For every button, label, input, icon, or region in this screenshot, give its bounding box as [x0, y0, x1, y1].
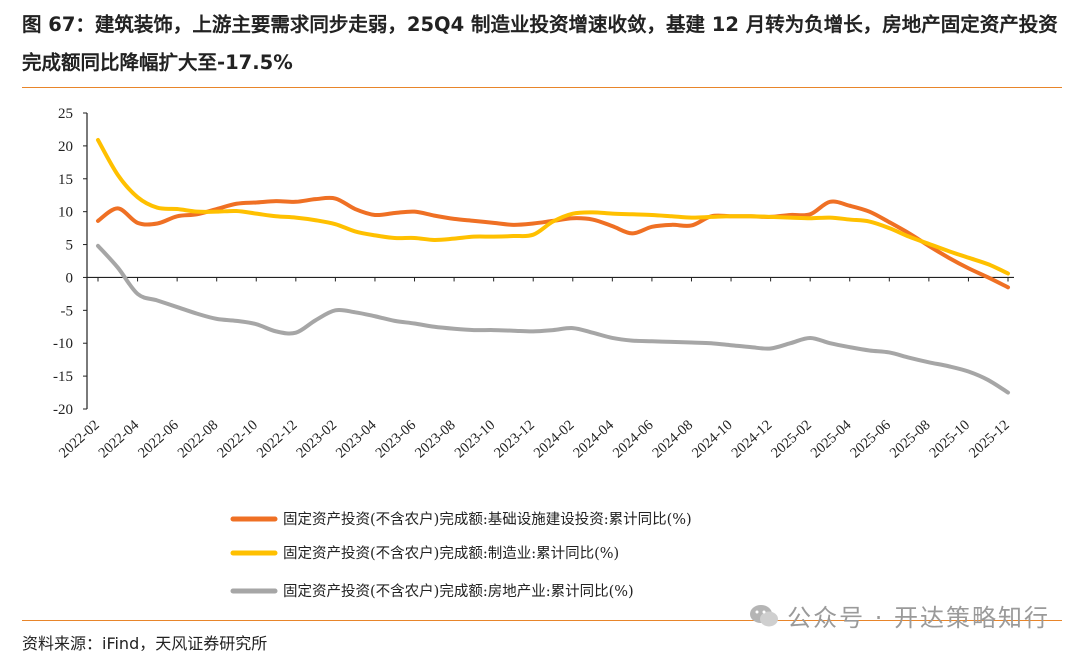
- x-tick-label: 2023-08: [412, 417, 459, 461]
- x-tick-label: 2023-12: [491, 417, 538, 461]
- y-axis-ticks: 25 20 15 10 5 0 -5 -10 -15 -20: [53, 106, 87, 418]
- x-tick-label: 2023-04: [333, 417, 380, 462]
- chart-legend: 固定资产投资(不含农户)完成额:基础设施建设投资:累计同比(%) 固定资产投资(不…: [230, 511, 692, 600]
- x-tick-label: 2024-02: [531, 417, 578, 461]
- x-tick-label: 2024-06: [610, 417, 657, 461]
- x-tick-label: 2024-08: [650, 417, 697, 461]
- x-tick-label: 2024-12: [729, 417, 776, 461]
- x-tick-label: 2024-10: [689, 417, 736, 461]
- x-tick-label: 2022-06: [135, 417, 182, 461]
- x-tick-label: 2025-02: [768, 417, 815, 461]
- x-tick-label: 2022-02: [56, 417, 103, 461]
- x-tick-label: 2022-04: [96, 417, 143, 462]
- legend-label-infra: 固定资产投资(不含农户)完成额:基础设施建设投资:累计同比(%): [283, 511, 692, 528]
- x-tick-label: 2023-10: [452, 417, 499, 461]
- y-tick-label: -15: [53, 369, 73, 385]
- wechat-icon: [750, 604, 779, 626]
- y-tick-label: 20: [58, 139, 73, 155]
- title-divider: [22, 87, 1062, 88]
- series-line-manufacturing: [96, 137, 1010, 276]
- figure-title: 图 67：建筑装饰，上游主要需求同步走弱，25Q4 制造业投资增速收敛，基建 1…: [22, 13, 1058, 74]
- y-tick-label: 0: [66, 270, 74, 286]
- y-tick-label: 10: [58, 205, 73, 221]
- x-tick-label: 2022-10: [214, 417, 261, 461]
- source-note: 资料来源：iFind，天风证券研究所: [22, 634, 268, 653]
- y-tick-label: -20: [53, 402, 73, 418]
- x-tick-label: 2023-06: [373, 417, 420, 461]
- x-tick-label: 2022-12: [254, 417, 301, 461]
- legend-label-manufacturing: 固定资产投资(不含农户)完成额:制造业:累计同比(%): [283, 545, 619, 562]
- y-tick-label: 15: [58, 172, 73, 188]
- series-line-realestate: [96, 243, 1010, 395]
- y-tick-label: -5: [61, 303, 74, 319]
- y-tick-label: 5: [66, 238, 74, 254]
- x-tick-label: 2023-02: [293, 417, 340, 461]
- footer-divider: [22, 620, 1062, 621]
- x-tick-label: 2025-12: [966, 417, 1013, 461]
- x-tick-label: 2025-06: [847, 417, 894, 461]
- watermark-text: 公众号 · 开达策略知行: [787, 604, 1050, 632]
- chart-axes: [86, 113, 1014, 409]
- x-tick-label: 2024-04: [570, 417, 617, 462]
- chart-series: [96, 137, 1010, 395]
- watermark: 公众号 · 开达策略知行: [749, 598, 1050, 633]
- legend-label-realestate: 固定资产投资(不含农户)完成额:房地产业:累计同比(%): [283, 583, 634, 600]
- x-tick-label: 2025-08: [887, 417, 934, 461]
- x-tick-label: 2025-04: [808, 417, 855, 462]
- x-tick-label: 2022-08: [175, 417, 222, 461]
- y-tick-label: 25: [58, 106, 73, 122]
- y-tick-label: -10: [53, 336, 73, 352]
- x-axis-ticks: 2022-022022-042022-062022-082022-102022-…: [56, 277, 1013, 461]
- x-tick-label: 2025-10: [926, 417, 973, 461]
